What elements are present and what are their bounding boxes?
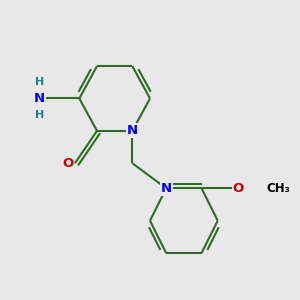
Text: O: O	[62, 157, 73, 170]
Text: CH₃: CH₃	[266, 182, 290, 195]
Text: N: N	[160, 182, 172, 195]
Text: O: O	[233, 182, 244, 195]
Text: N: N	[127, 124, 138, 137]
Text: H: H	[35, 110, 44, 120]
Text: N: N	[34, 92, 45, 105]
Text: H: H	[35, 77, 44, 87]
